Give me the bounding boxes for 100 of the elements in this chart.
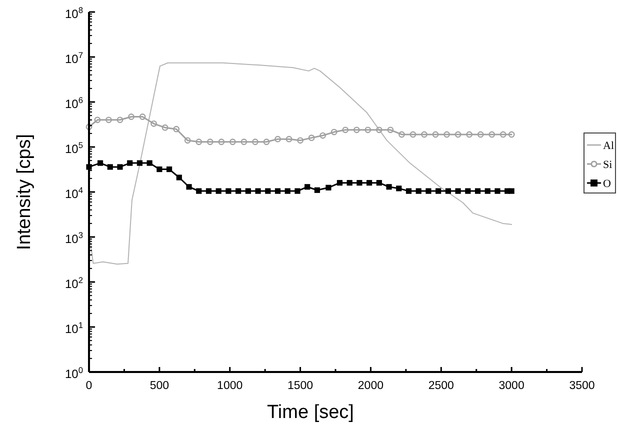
point <box>173 126 180 132</box>
point <box>166 166 172 172</box>
x-axis-title: Time [sec] <box>267 402 354 423</box>
point <box>229 138 236 146</box>
y-tick-label: 10$^{3}$ <box>64 230 84 246</box>
y-tick-label: 10$^{1}$ <box>64 320 84 336</box>
point <box>297 137 304 144</box>
point <box>156 166 162 172</box>
point <box>314 187 320 193</box>
point <box>196 188 202 194</box>
point <box>353 126 360 134</box>
point <box>508 131 515 138</box>
point <box>421 131 428 138</box>
point <box>245 188 251 194</box>
point <box>255 188 261 194</box>
point <box>274 136 281 142</box>
point <box>326 184 332 190</box>
point <box>342 126 349 134</box>
point <box>454 131 462 138</box>
point <box>494 188 500 194</box>
point <box>500 131 506 138</box>
point <box>86 124 92 130</box>
x-tick-label: 1000 <box>217 380 243 392</box>
point <box>396 186 402 192</box>
point <box>432 131 439 138</box>
point <box>308 134 315 142</box>
point <box>320 132 326 139</box>
x-tick-label: 2500 <box>428 380 454 392</box>
point <box>139 114 146 120</box>
point <box>206 188 212 194</box>
y-tick-label: 10$^{0}$ <box>64 365 84 381</box>
point <box>346 180 352 186</box>
point <box>474 188 481 194</box>
point <box>128 114 134 120</box>
point <box>477 131 484 138</box>
point <box>116 116 124 124</box>
point <box>330 128 338 136</box>
point <box>304 184 310 190</box>
x-tick-label: 0 <box>86 380 92 392</box>
line-series <box>88 62 512 265</box>
point <box>274 188 281 194</box>
y-tick-label: 10$^{4}$ <box>64 185 84 201</box>
point <box>94 116 101 124</box>
y-tick-label: 10$^{5}$ <box>64 140 84 156</box>
point <box>176 174 182 180</box>
point <box>162 124 168 131</box>
y-tick-label: 10$^{2}$ <box>64 275 84 291</box>
point <box>376 126 382 134</box>
point <box>240 138 248 146</box>
x-tick-label: 3500 <box>569 380 595 392</box>
y-axis-title: Intensity [cps] <box>14 134 35 250</box>
point <box>466 131 473 138</box>
x-tick-label: 2000 <box>358 380 384 392</box>
y-tick-label: 10$^{7}$ <box>64 50 84 66</box>
point <box>406 188 412 194</box>
point <box>107 164 113 170</box>
x-tick-label: 500 <box>150 380 170 392</box>
point <box>508 188 514 194</box>
point <box>263 138 270 146</box>
point <box>117 164 123 170</box>
point <box>398 131 405 138</box>
point <box>426 188 432 194</box>
point <box>206 138 214 146</box>
point <box>455 188 461 194</box>
point <box>294 188 300 194</box>
point <box>252 138 258 146</box>
point <box>284 188 290 194</box>
point <box>465 188 471 194</box>
point <box>410 131 416 138</box>
point <box>364 126 372 134</box>
point <box>366 180 372 186</box>
legend-label: Si <box>603 159 612 171</box>
point <box>488 131 496 138</box>
point <box>416 188 422 194</box>
point <box>336 180 343 186</box>
point <box>226 188 232 194</box>
point <box>484 188 490 194</box>
point <box>376 180 382 186</box>
x-tick-label: 1500 <box>287 380 314 392</box>
point <box>136 160 143 166</box>
point <box>265 188 271 194</box>
x-tick-label: 3000 <box>498 380 524 392</box>
point <box>286 136 292 142</box>
point <box>216 188 222 194</box>
legend-label: Al <box>603 140 614 152</box>
point <box>184 137 191 144</box>
point <box>127 160 133 166</box>
point <box>387 126 394 134</box>
y-tick-label: 10$^{8}$ <box>64 5 84 21</box>
point <box>386 184 392 190</box>
point <box>444 131 450 138</box>
point <box>218 138 225 146</box>
point <box>97 160 104 166</box>
point <box>106 116 112 124</box>
point <box>436 188 442 194</box>
point <box>445 188 451 194</box>
point <box>146 160 152 166</box>
point <box>236 188 242 194</box>
point <box>186 184 192 190</box>
legend-label: O <box>603 178 611 190</box>
